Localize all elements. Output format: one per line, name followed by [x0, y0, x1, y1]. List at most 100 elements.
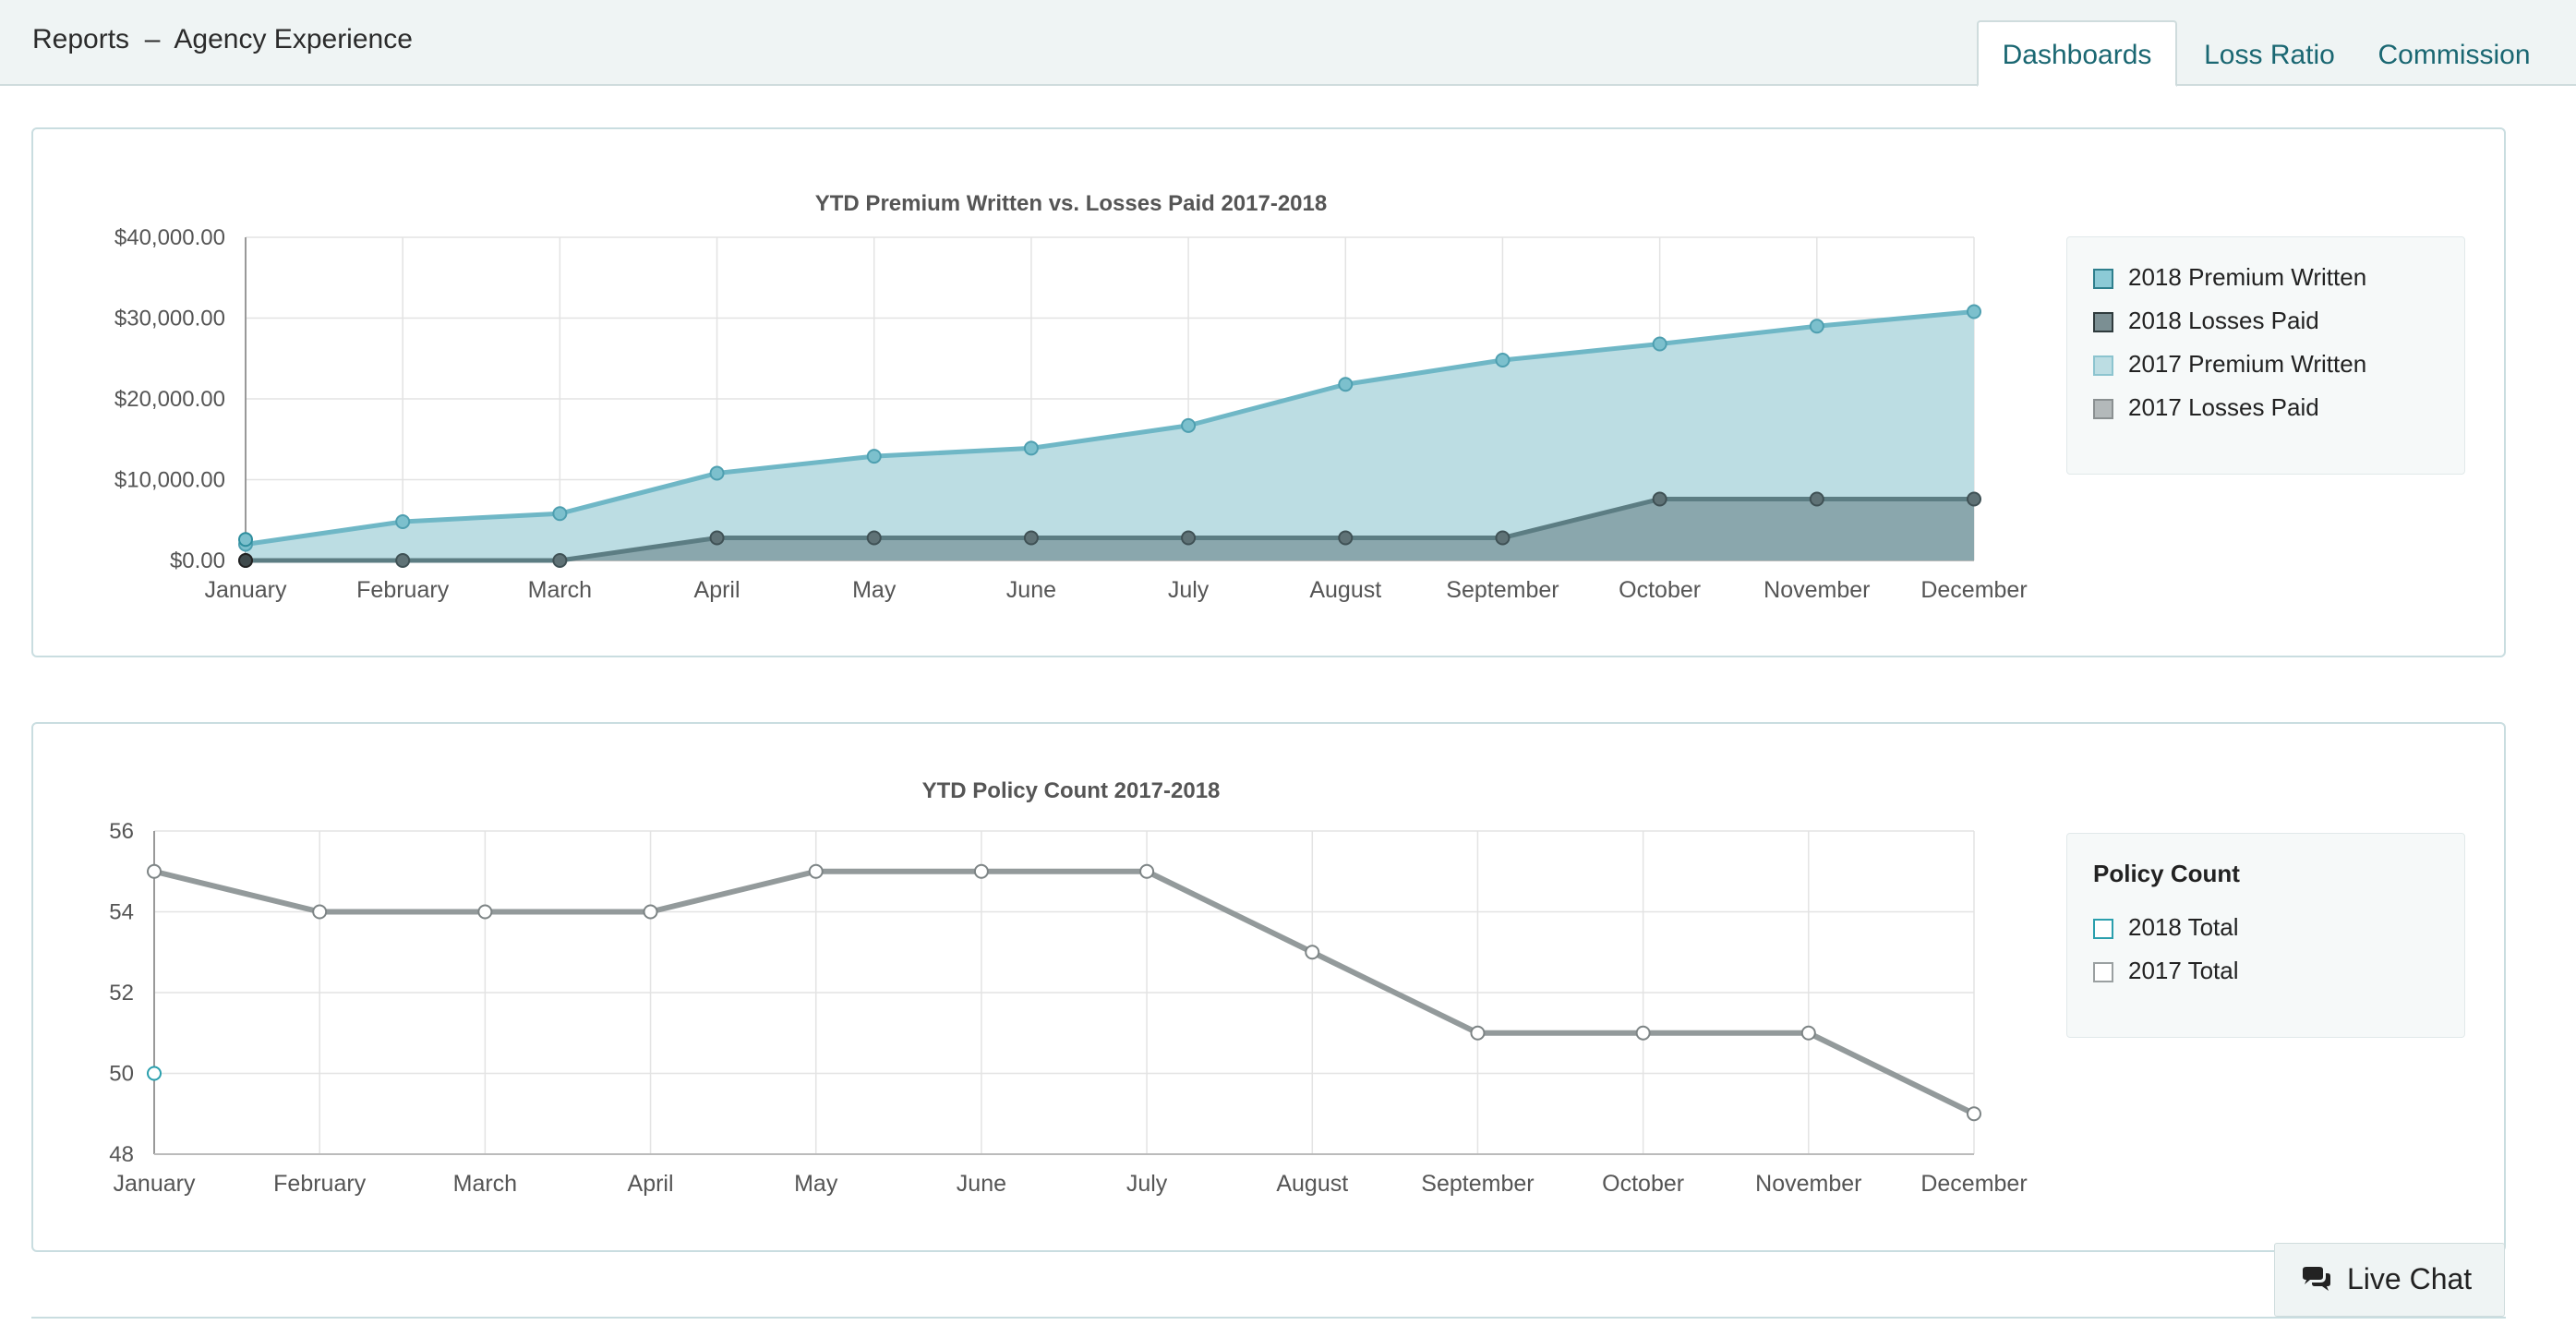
x-tick-label: November	[1755, 1171, 1861, 1197]
data-point	[477, 904, 493, 920]
legend-item-2018-total[interactable]: 2018 Total	[2093, 913, 2239, 941]
series-line	[153, 868, 1976, 1116]
data-point	[709, 465, 725, 481]
x-tick-label: November	[1763, 577, 1870, 603]
legend-item-2018-premium[interactable]: 2018 Premium Written	[2093, 263, 2366, 291]
x-tick-label: October	[1602, 1171, 1684, 1197]
page-title: Reports – Agency Experience	[32, 24, 413, 54]
data-point	[1809, 319, 1824, 334]
data-point	[1495, 353, 1511, 367]
live-chat-button[interactable]: Live Chat	[2274, 1243, 2505, 1317]
data-point	[1139, 863, 1155, 879]
legend-item-2017-losses[interactable]: 2017 Losses Paid	[2093, 393, 2319, 421]
y-tick-label: 54	[109, 900, 134, 925]
series-line	[246, 497, 1974, 563]
legend-label: 2017 Losses Paid	[2128, 393, 2319, 421]
legend-item-2017-premium[interactable]: 2017 Premium Written	[2093, 350, 2366, 378]
data-point	[1652, 491, 1667, 507]
y-tick-label: $30,000.00	[114, 307, 225, 331]
series-area	[246, 311, 1974, 560]
data-point	[866, 530, 882, 546]
x-tick-label: August	[1309, 577, 1381, 603]
policy-count-chart: YTD Policy Count 2017-2018 48 50 52 54 56 Ja…	[109, 778, 2027, 1197]
legend-item-2018-losses[interactable]: 2018 Losses Paid	[2093, 307, 2319, 334]
next-panel-edge	[31, 1317, 2506, 1337]
live-chat-label: Live Chat	[2347, 1262, 2473, 1295]
x-tick-label: September	[1421, 1171, 1534, 1197]
legend-title: Policy Count	[2093, 860, 2240, 887]
data-point	[808, 863, 824, 879]
x-tick-label: March	[453, 1171, 517, 1197]
data-point	[1495, 530, 1511, 546]
chat-bubbles-icon	[2303, 1267, 2330, 1291]
top-bar: Reports – Agency Experience Dashboards L…	[0, 0, 2576, 87]
legend-swatch	[2093, 355, 2113, 376]
data-point	[1652, 336, 1667, 352]
x-tick-label: April	[694, 577, 740, 603]
data-point	[1338, 530, 1354, 546]
data-point	[1967, 491, 1981, 507]
x-tick-label: May	[852, 577, 897, 603]
data-point	[1967, 304, 1981, 319]
data-point	[238, 553, 253, 568]
x-tick-label: July	[1126, 1171, 1168, 1197]
data-point	[312, 904, 328, 920]
x-tick-label: May	[794, 1171, 838, 1197]
data-point	[1181, 417, 1197, 433]
y-tick-label: 48	[109, 1142, 134, 1167]
data-point	[1635, 1025, 1651, 1041]
data-point	[1023, 530, 1039, 546]
data-point	[395, 553, 411, 568]
x-tick-label: April	[628, 1171, 674, 1197]
data-point	[1967, 1106, 1981, 1122]
data-point	[709, 530, 725, 546]
data-point	[643, 904, 658, 920]
y-tick-label: $0.00	[170, 548, 225, 573]
data-point	[1181, 530, 1197, 546]
x-tick-label: August	[1276, 1171, 1348, 1197]
x-tick-label: March	[528, 577, 592, 603]
legend-label: 2018 Total	[2128, 913, 2239, 941]
data-point	[1470, 1025, 1486, 1041]
x-tick-label: July	[1168, 577, 1210, 603]
tab-loss-ratio[interactable]: Loss Ratio	[2204, 40, 2335, 70]
x-tick-label: January	[205, 577, 287, 603]
chart-title: YTD Premium Written vs. Losses Paid 2017…	[815, 191, 1327, 216]
y-tick-label: 56	[109, 819, 134, 844]
data-point	[552, 506, 568, 522]
y-tick-label: $40,000.00	[114, 225, 225, 250]
data-point	[973, 863, 989, 879]
legend-swatch	[2093, 919, 2113, 939]
x-tick-label: October	[1619, 577, 1701, 603]
data-point	[238, 532, 253, 548]
legend-swatch	[2093, 312, 2113, 332]
series-line	[245, 309, 1975, 547]
legend-label: 2017 Premium Written	[2128, 350, 2367, 378]
legend-swatch	[2093, 269, 2113, 289]
data-point	[147, 863, 162, 879]
chart-legend: 2018 Premium Written 2018 Losses Paid 20…	[2066, 236, 2465, 475]
tab-commission[interactable]: Commission	[2377, 40, 2531, 70]
y-tick-label: 50	[109, 1062, 134, 1087]
data-point	[1305, 945, 1320, 960]
tab-dashboards[interactable]: Dashboards	[1977, 20, 2177, 87]
y-tick-label: $20,000.00	[114, 387, 225, 412]
x-tick-label: September	[1446, 577, 1559, 603]
data-point	[1809, 491, 1824, 507]
chart-title: YTD Policy Count 2017-2018	[922, 778, 1221, 803]
x-tick-label: January	[114, 1171, 196, 1197]
x-tick-label: December	[1920, 577, 2027, 603]
x-tick-label: December	[1920, 1171, 2027, 1197]
x-tick-label: June	[957, 1171, 1006, 1197]
data-point	[395, 514, 411, 529]
legend-swatch	[2093, 962, 2113, 982]
y-tick-label: 52	[109, 981, 134, 1006]
policy-count-panel: YTD Policy Count 2017-2018 48 50 52 54 56 Ja…	[31, 722, 2506, 1252]
x-tick-label: February	[356, 577, 450, 603]
chart-legend: Policy Count 2018 Total 2017 Total	[2066, 833, 2465, 1038]
data-point	[552, 553, 568, 568]
legend-item-2017-total[interactable]: 2017 Total	[2093, 957, 2239, 984]
x-tick-label: June	[1006, 577, 1056, 603]
legend-label: 2018 Premium Written	[2128, 263, 2367, 291]
data-point	[1338, 377, 1354, 392]
